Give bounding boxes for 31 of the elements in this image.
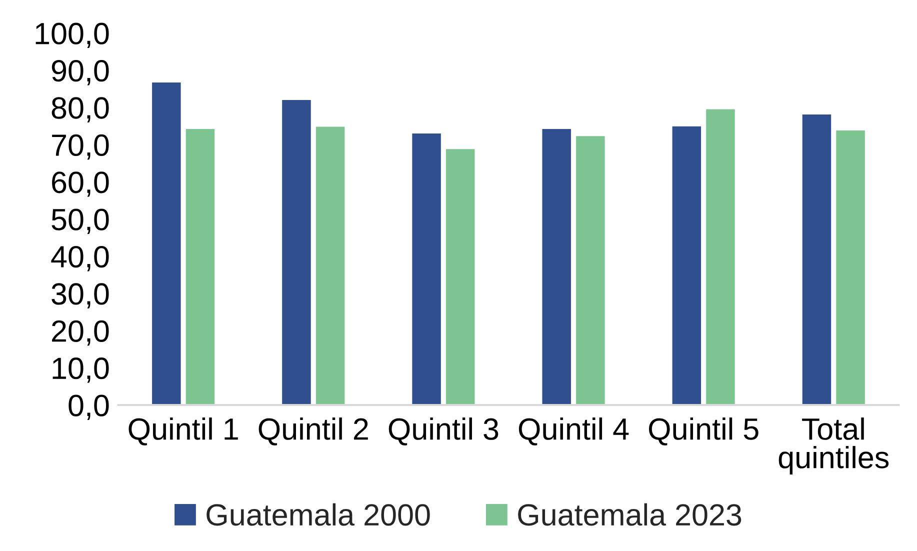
y-tick-label: 90,0 xyxy=(52,60,109,86)
x-tick-label: Quintil 2 xyxy=(258,417,368,446)
bar xyxy=(446,149,475,405)
bar xyxy=(836,130,865,405)
bar xyxy=(706,109,735,405)
x-tick-label: Quintil 5 xyxy=(648,417,758,446)
bar xyxy=(542,129,571,405)
y-tick-label: 70,0 xyxy=(52,134,109,160)
legend-label: Guatemala 2000 xyxy=(206,503,430,526)
y-tick-label: 100,0 xyxy=(36,22,109,48)
x-tick-label: Quintil 3 xyxy=(388,417,498,446)
bar xyxy=(412,133,441,405)
y-tick-label: 80,0 xyxy=(52,97,109,122)
bar xyxy=(186,129,215,405)
y-tick-label: 30,0 xyxy=(52,283,109,308)
legend-label: Guatemala 2023 xyxy=(518,503,742,526)
y-tick-label: 20,0 xyxy=(52,320,109,346)
y-tick-label: 60,0 xyxy=(52,172,109,197)
x-tick-label: Total quintiles xyxy=(778,417,889,474)
x-tick-label: Quintil 4 xyxy=(518,417,629,446)
x-tick-label: Quintil 1 xyxy=(128,417,238,446)
bar xyxy=(802,114,832,405)
bar xyxy=(672,126,702,405)
bar xyxy=(316,126,345,405)
bar xyxy=(282,100,311,405)
y-tick-label: 10,0 xyxy=(52,358,109,383)
y-tick-label: 50,0 xyxy=(52,208,109,234)
y-tick-label: 40,0 xyxy=(51,246,109,272)
bar xyxy=(152,82,181,405)
y-tick-label: 0,0 xyxy=(68,394,109,420)
bar xyxy=(576,136,605,405)
